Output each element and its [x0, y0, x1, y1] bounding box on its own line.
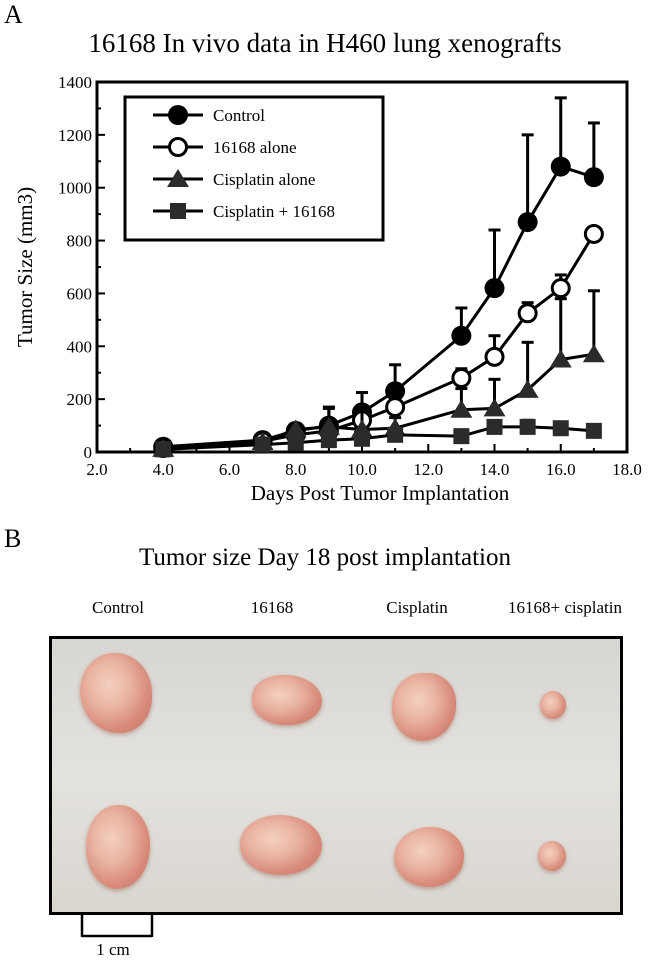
data-point — [385, 381, 406, 402]
y-tick-label: 1200 — [58, 126, 92, 145]
data-point — [519, 418, 536, 435]
data-point — [517, 212, 538, 233]
data-point — [484, 278, 505, 299]
x-tick-label: 2.0 — [86, 460, 107, 479]
data-point — [552, 420, 569, 437]
scale-bar-label: 1 cm — [96, 940, 130, 959]
legend-marker — [167, 169, 189, 187]
data-point — [516, 379, 539, 398]
data-point — [550, 156, 571, 177]
chart-legend: Control 16168 alone Cisplatin alone Cisplat… — [123, 95, 385, 242]
photo-title: Tumor size Day 18 post implantation — [139, 544, 511, 571]
x-axis-label: Days Post Tumor Implantation — [251, 481, 510, 505]
column-label-control: Control — [92, 598, 144, 617]
data-point — [486, 418, 503, 435]
legend-label: Control — [213, 106, 265, 125]
data-point — [483, 398, 506, 417]
x-tick-label: 4.0 — [153, 460, 174, 479]
tumor-control-bottom — [86, 805, 150, 889]
data-point — [387, 426, 404, 443]
legend-marker — [170, 203, 186, 219]
x-tick-label: 16.0 — [546, 460, 576, 479]
data-point — [385, 397, 406, 418]
y-tick-label: 0 — [84, 443, 93, 462]
data-point — [583, 167, 604, 188]
tumor-combination-bottom — [538, 841, 566, 871]
data-point — [583, 223, 604, 244]
x-tick-label: 6.0 — [219, 460, 240, 479]
data-point — [585, 422, 602, 439]
x-tick-label: 14.0 — [480, 460, 510, 479]
chart-series — [152, 96, 605, 459]
data-point — [453, 428, 470, 445]
x-tick-label: 10.0 — [347, 460, 377, 479]
y-tick-label: 1400 — [58, 73, 92, 92]
scale-bar — [80, 915, 154, 938]
y-tick-label: 600 — [67, 284, 93, 303]
legend-label: Cisplatin + 16168 — [213, 202, 335, 221]
y-tick-label: 400 — [67, 337, 93, 356]
panel-a-label: A — [4, 0, 23, 29]
legend-label: 16168 alone — [213, 138, 297, 157]
data-point — [451, 325, 472, 346]
tumor-growth-chart: 2.0 4.0 6.0 8.0 10.0 12.0 14.0 16.0 18.0 0 200 400 6… — [13, 73, 642, 505]
chart-axes: 2.0 4.0 6.0 8.0 10.0 12.0 14.0 16.0 18.0 0 200 400 6… — [13, 73, 642, 505]
data-point — [517, 303, 538, 324]
legend-marker — [168, 105, 188, 125]
tumor-combination-top — [540, 691, 566, 719]
data-point — [320, 432, 337, 449]
series-3 — [155, 418, 602, 458]
data-point — [317, 416, 340, 435]
data-point — [287, 434, 304, 451]
y-tick-label: 800 — [67, 232, 93, 251]
data-point — [450, 399, 473, 418]
tumor-cisplatin-top — [392, 673, 456, 741]
chart-title: 16168 In vivo data in H460 lung xenograf… — [88, 28, 562, 58]
column-label-16168: 16168 — [250, 598, 294, 617]
data-point — [550, 278, 571, 299]
tumor-control-top — [80, 653, 152, 733]
column-label-cisplatin: Cisplatin — [386, 598, 448, 617]
tumor-16168-top — [252, 675, 322, 725]
data-point — [254, 436, 271, 453]
data-point — [451, 368, 472, 388]
x-tick-label: 18.0 — [612, 460, 642, 479]
data-point — [354, 430, 370, 447]
legend-box — [123, 95, 385, 242]
y-tick-label: 1000 — [58, 179, 92, 198]
x-tick-label: 12.0 — [413, 460, 443, 479]
tumor-16168-bottom — [240, 815, 322, 875]
data-point — [155, 441, 172, 458]
data-point — [582, 344, 605, 363]
y-tick-label: 200 — [67, 390, 93, 409]
y-axis-label: Tumor Size (mm3) — [13, 187, 37, 347]
data-point — [284, 419, 307, 438]
column-label-combination: 16168+ cisplatin — [508, 598, 622, 617]
x-tick-label: 8.0 — [285, 460, 306, 479]
data-point — [549, 349, 572, 368]
data-point — [484, 346, 505, 367]
tumor-photograph — [49, 636, 623, 915]
panel-b-label: B — [4, 524, 22, 553]
tumor-cisplatin-bottom — [394, 827, 464, 887]
legend-marker — [168, 137, 188, 157]
legend-label: Cisplatin alone — [213, 170, 315, 189]
